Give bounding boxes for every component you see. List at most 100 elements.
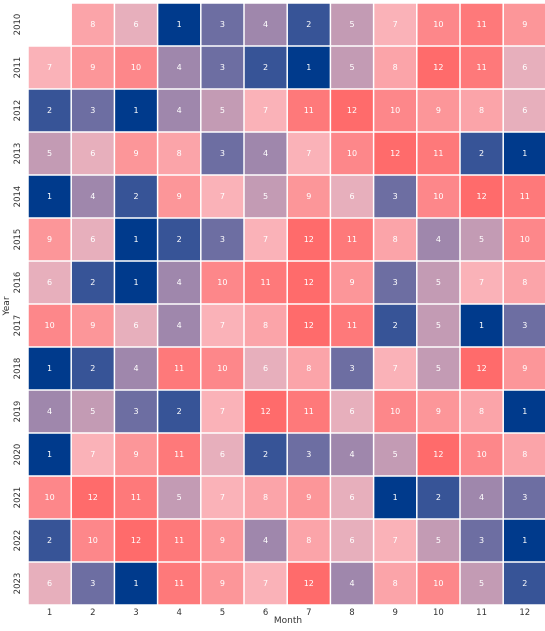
heatmap-cell	[244, 390, 287, 433]
heatmap-cell	[417, 519, 460, 562]
cell-value-label: 8	[90, 20, 95, 29]
heatmap-cell	[71, 261, 114, 304]
heatmap-cell	[460, 132, 503, 175]
cell-value-label: 6	[133, 20, 138, 29]
cell-value-label: 8	[306, 364, 311, 373]
cell-value-label: 2	[47, 536, 52, 545]
heatmap-cell	[244, 347, 287, 390]
cell-value-label: 4	[349, 450, 354, 459]
heatmap-cell	[460, 175, 503, 218]
heatmap-cell	[244, 519, 287, 562]
cell-value-label: 12	[433, 63, 443, 72]
heatmap-cell	[115, 89, 157, 132]
cell-value-label: 11	[261, 278, 271, 287]
heatmap-cell	[244, 562, 287, 605]
heatmap-cell	[115, 347, 157, 390]
heatmap-cell	[244, 3, 287, 46]
heatmap-cell	[503, 476, 545, 519]
cell-value-label: 2	[263, 63, 268, 72]
cell-value-label: 5	[47, 149, 52, 158]
cell-value-label: 5	[479, 235, 484, 244]
cell-value-label: 7	[393, 364, 398, 373]
heatmap-cell	[244, 304, 287, 347]
cell-value-label: 5	[436, 364, 441, 373]
x-tick-label: 10	[433, 608, 444, 618]
cell-value-label: 4	[47, 407, 52, 416]
cell-value-label: 8	[306, 536, 311, 545]
cell-value-label: 2	[263, 450, 268, 459]
y-tick-label: 2021	[13, 487, 23, 509]
cell-value-label: 7	[220, 407, 225, 416]
cell-value-label: 2	[522, 579, 527, 588]
x-tick-label: 1	[47, 608, 52, 618]
cell-value-label: 12	[433, 450, 443, 459]
y-tick-label: 2013	[13, 143, 23, 165]
heatmap-cell	[158, 132, 201, 175]
cell-value-label: 7	[393, 20, 398, 29]
heatmap-cell	[71, 218, 114, 261]
heatmap-cell	[417, 175, 460, 218]
heatmap-cell	[201, 175, 244, 218]
cell-value-label: 4	[133, 364, 138, 373]
heatmap-cell	[158, 175, 201, 218]
heatmap-cell	[331, 433, 373, 476]
x-axis-title: Month	[274, 616, 302, 626]
heatmap-cell	[287, 562, 330, 605]
cell-value-label: 6	[349, 536, 354, 545]
x-tick-label: 12	[519, 608, 530, 618]
cell-value-label: 1	[133, 579, 138, 588]
cell-value-label: 3	[220, 149, 225, 158]
cell-value-label: 1	[47, 450, 52, 459]
heatmap-cell	[331, 519, 373, 562]
cell-value-label: 9	[90, 321, 95, 330]
cell-value-label: 6	[349, 192, 354, 201]
heatmap-cell	[158, 347, 201, 390]
y-tick-label: 2012	[13, 100, 23, 122]
cell-value-label: 4	[177, 278, 182, 287]
x-tick-label: 6	[263, 608, 268, 618]
cell-value-label: 4	[479, 493, 484, 502]
heatmap-cell	[28, 519, 71, 562]
heatmap-cell	[417, 46, 460, 89]
heatmap-cell	[503, 89, 545, 132]
heatmap-cell	[331, 3, 373, 46]
heatmap-cell	[331, 562, 373, 605]
heatmap-cell	[374, 562, 417, 605]
cell-value-label: 9	[133, 149, 138, 158]
cell-value-label: 7	[393, 536, 398, 545]
x-tick-label: 9	[392, 608, 397, 618]
heatmap-cell	[71, 3, 114, 46]
heatmap-cell	[28, 89, 71, 132]
cell-value-label: 7	[220, 493, 225, 502]
heatmap-cell	[331, 46, 373, 89]
heatmap-cell	[158, 261, 201, 304]
cell-value-label: 3	[522, 493, 527, 502]
heatmap-cell	[244, 476, 287, 519]
heatmap-cell	[201, 347, 244, 390]
heatmap-cell	[71, 46, 114, 89]
heatmap-cell	[331, 89, 373, 132]
heatmap-cell	[374, 304, 417, 347]
cell-value-label: 7	[306, 149, 311, 158]
cell-value-label: 4	[349, 579, 354, 588]
cell-value-label: 4	[177, 106, 182, 115]
cell-value-label: 2	[133, 192, 138, 201]
heatmap-cell	[503, 304, 545, 347]
y-tick-label: 2011	[13, 57, 23, 79]
heatmap-cell	[374, 3, 417, 46]
heatmap-cell	[28, 562, 71, 605]
heatmap-cell	[460, 3, 503, 46]
cell-value-label: 9	[220, 536, 225, 545]
heatmap-cell	[244, 218, 287, 261]
cell-value-label: 6	[522, 63, 527, 72]
cell-value-label: 1	[522, 407, 527, 416]
heatmap-cell	[460, 304, 503, 347]
cell-value-label: 12	[304, 235, 314, 244]
heatmap-cell	[374, 218, 417, 261]
cell-value-label: 12	[131, 536, 141, 545]
heatmap-cell	[115, 132, 157, 175]
heatmap-cell	[503, 218, 545, 261]
cell-value-label: 3	[220, 235, 225, 244]
cell-value-label: 3	[479, 536, 484, 545]
cell-value-label: 5	[349, 63, 354, 72]
